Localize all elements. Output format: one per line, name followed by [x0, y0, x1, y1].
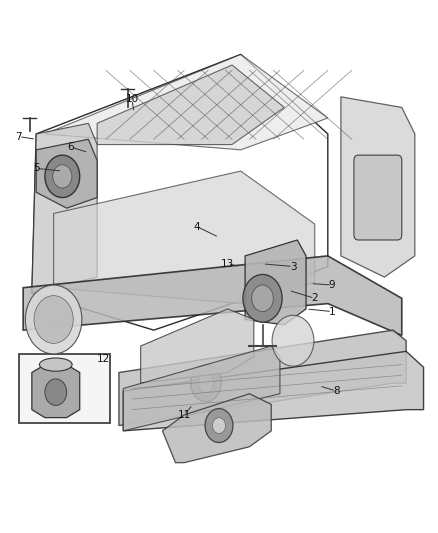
Polygon shape — [123, 346, 280, 431]
Polygon shape — [23, 256, 402, 335]
Polygon shape — [123, 351, 424, 431]
Polygon shape — [119, 330, 406, 425]
Polygon shape — [53, 171, 315, 304]
Circle shape — [53, 165, 72, 188]
Circle shape — [198, 374, 214, 393]
Circle shape — [205, 409, 233, 442]
Circle shape — [45, 155, 80, 198]
Polygon shape — [32, 365, 80, 418]
Circle shape — [243, 274, 282, 322]
Circle shape — [25, 285, 82, 354]
Text: 9: 9 — [329, 280, 336, 290]
Circle shape — [45, 379, 67, 406]
Text: 2: 2 — [311, 293, 318, 303]
Text: 8: 8 — [333, 386, 340, 396]
Polygon shape — [32, 123, 97, 293]
Text: 5: 5 — [33, 164, 39, 173]
Circle shape — [34, 296, 73, 343]
Text: 4: 4 — [194, 222, 201, 232]
Text: 6: 6 — [68, 142, 74, 152]
Polygon shape — [45, 54, 328, 150]
Text: 10: 10 — [125, 94, 138, 104]
Circle shape — [272, 316, 314, 366]
Text: 7: 7 — [15, 132, 22, 142]
Polygon shape — [36, 139, 97, 208]
Text: 1: 1 — [329, 306, 336, 317]
Text: 12: 12 — [97, 354, 110, 364]
Text: 13: 13 — [221, 259, 234, 269]
Circle shape — [191, 365, 221, 402]
Ellipse shape — [39, 358, 72, 371]
FancyBboxPatch shape — [354, 155, 402, 240]
Circle shape — [252, 285, 273, 312]
Text: 3: 3 — [290, 262, 296, 271]
Polygon shape — [245, 240, 306, 325]
FancyBboxPatch shape — [19, 354, 110, 423]
Circle shape — [212, 418, 226, 433]
Text: 11: 11 — [177, 410, 191, 420]
Polygon shape — [141, 309, 254, 383]
Polygon shape — [341, 97, 415, 277]
Polygon shape — [162, 394, 271, 463]
Polygon shape — [97, 65, 284, 144]
